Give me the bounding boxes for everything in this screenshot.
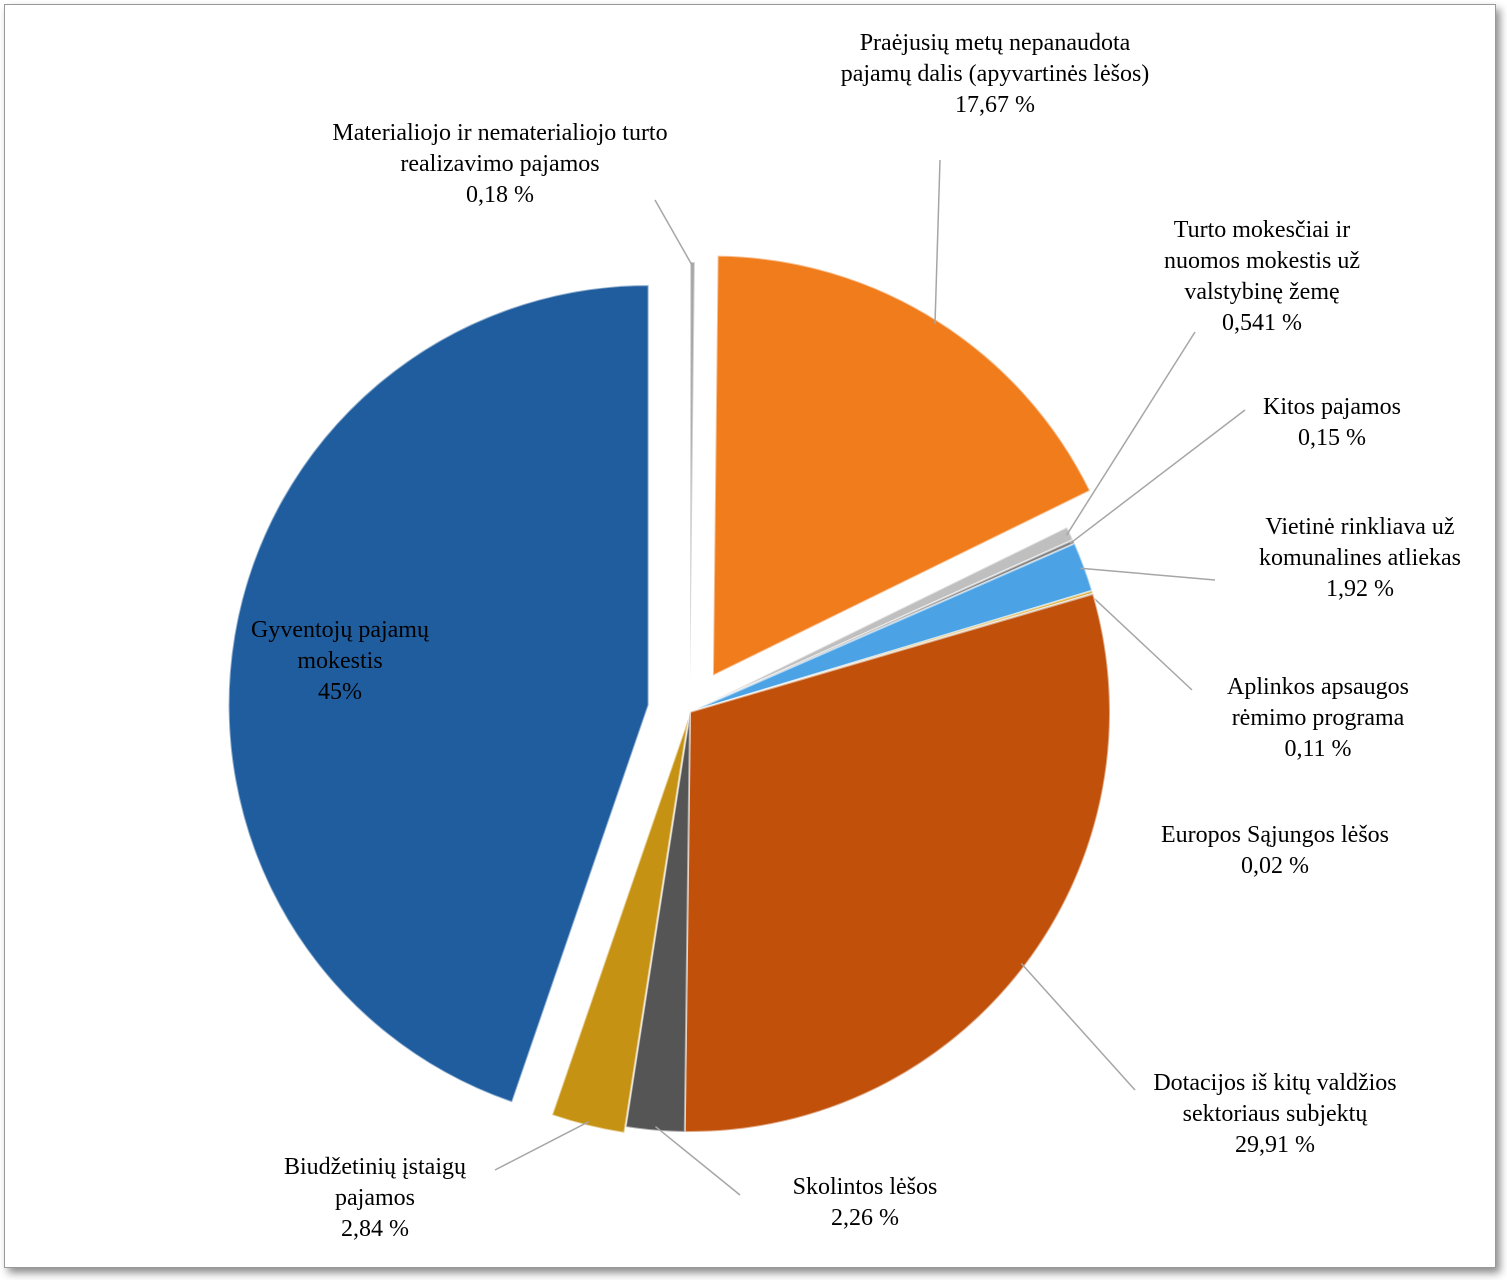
data-label: Skolintos lėšos 2,26 %	[755, 1172, 975, 1234]
pie-slice	[711, 254, 1092, 678]
leader-line	[654, 199, 694, 267]
value-label: 45%	[318, 679, 362, 705]
data-label: Gyventojų pajamų mokestis 45%	[225, 615, 455, 708]
data-label: Praėjusių metų nepanaudota pajamų dalis …	[830, 28, 1160, 121]
category: Praėjusių metų nepanaudota pajamų dalis …	[840, 30, 1150, 87]
category: Materialiojo ir nematerialiojo turto rea…	[332, 120, 668, 177]
category: Turto mokesčiai ir nuomos mokestis už va…	[1164, 217, 1360, 305]
pie-slice	[550, 717, 690, 1135]
leader-line	[934, 159, 941, 324]
data-label: Aplinkos apsaugos rėmimo programa 0,11 %	[1198, 672, 1438, 765]
pie-slice	[227, 284, 650, 1104]
leader-line	[1088, 592, 1193, 691]
value-label: 2,26 %	[831, 1205, 899, 1231]
value-label: 29,91 %	[1235, 1132, 1315, 1158]
category: Dotacijos iš kitų valdžios sektoriaus su…	[1153, 1070, 1397, 1127]
value-label: 2,84 %	[341, 1216, 409, 1242]
category: Vietinė rinkliava už komunalines atlieka…	[1259, 514, 1461, 571]
category: Gyventojų pajamų mokestis	[251, 617, 429, 674]
leader-line	[1080, 567, 1216, 581]
value-label: 0,11 %	[1284, 736, 1352, 762]
data-label: Dotacijos iš kitų valdžios sektoriaus su…	[1130, 1068, 1420, 1161]
pie-slice	[689, 260, 696, 683]
leader-line	[1065, 331, 1196, 536]
leader-line	[494, 1120, 590, 1171]
category: Biudžetinių įstaigų pajamos	[284, 1154, 466, 1211]
value-label: 0,15 %	[1298, 425, 1366, 451]
value-label: 0,02 %	[1241, 853, 1309, 879]
category: Kitos pajamos	[1263, 394, 1401, 420]
value-label: 1,92 %	[1326, 576, 1394, 602]
leader-line	[1069, 409, 1246, 544]
leader-line	[1020, 963, 1136, 1091]
data-label: Kitos pajamos 0,15 %	[1232, 392, 1432, 454]
data-label: Vietinė rinkliava už komunalines atlieka…	[1230, 512, 1490, 605]
category: Aplinkos apsaugos rėmimo programa	[1227, 674, 1409, 731]
data-label: Europos Sąjungos lėšos 0,02 %	[1125, 820, 1425, 882]
leader-line	[654, 1125, 741, 1196]
value-label: 0,541 %	[1222, 310, 1302, 336]
data-label: Materialiojo ir nematerialiojo turto rea…	[330, 118, 670, 211]
data-label: Biudžetinių įstaigų pajamos 2,84 %	[265, 1152, 485, 1245]
data-label: Turto mokesčiai ir nuomos mokestis už va…	[1142, 215, 1382, 339]
category: Europos Sąjungos lėšos	[1161, 822, 1389, 848]
category: Skolintos lėšos	[792, 1174, 938, 1200]
pie-slice	[683, 592, 1112, 1133]
value-label: 0,18 %	[466, 182, 534, 208]
value-label: 17,67 %	[955, 92, 1035, 118]
